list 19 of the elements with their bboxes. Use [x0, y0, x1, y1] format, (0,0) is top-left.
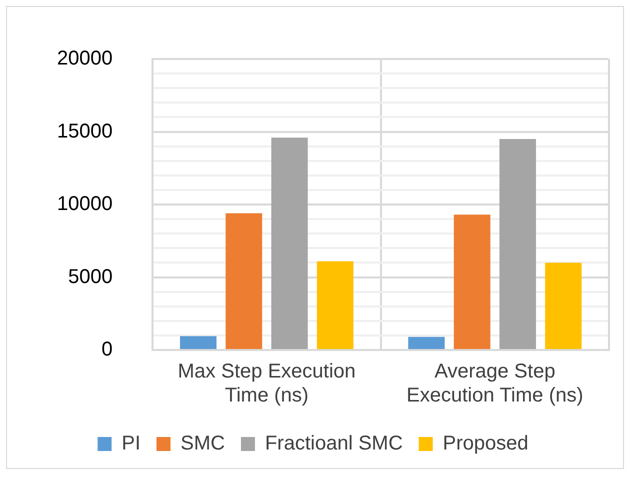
- y-tick-label: 5000: [68, 266, 113, 288]
- y-tick-label: 10000: [56, 193, 113, 216]
- y-tick-label: 15000: [56, 120, 113, 142]
- x-tick-label: Average Step Execution Time (ns): [406, 360, 584, 407]
- bar: [499, 139, 536, 349]
- bar: [316, 261, 354, 349]
- legend-label: Proposed: [442, 432, 528, 455]
- bar: [180, 336, 217, 349]
- x-tick-label: Max Step Execution Time (ns): [178, 360, 356, 407]
- bar: [226, 213, 262, 349]
- bar: [454, 214, 490, 349]
- legend-label: SMC: [180, 432, 225, 455]
- bar: [545, 262, 582, 349]
- y-tick-label: 20000: [56, 48, 113, 70]
- y-tick-label: 0: [101, 338, 113, 361]
- legend-label: Fractioanl SMC: [264, 432, 403, 455]
- bar: [271, 138, 308, 349]
- legend-label: PI: [122, 432, 141, 455]
- bar: [408, 336, 445, 349]
